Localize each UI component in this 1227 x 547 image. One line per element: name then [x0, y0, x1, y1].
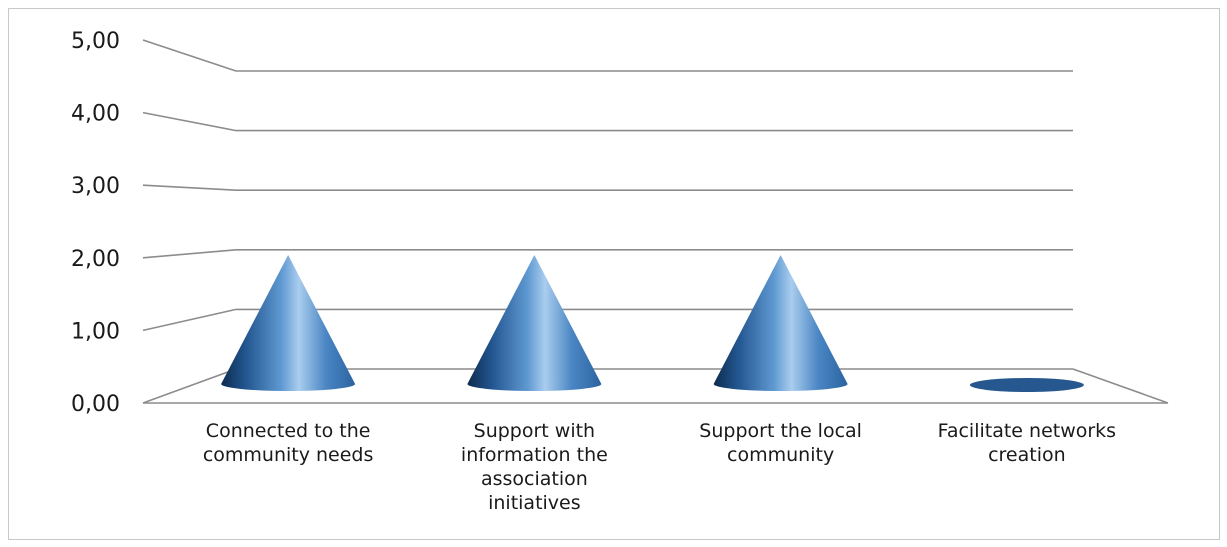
y-tick-label: 3,00: [71, 174, 120, 199]
gridline-wall-1: [142, 308, 237, 332]
x-category-label: Support the local community: [699, 420, 862, 466]
cone-bar: [221, 255, 356, 392]
x-category-label-line: community: [727, 444, 834, 466]
x-category-label-line: Support the local: [699, 420, 862, 442]
x-category-label: Facilitate networks creation: [938, 420, 1116, 466]
cone-bar: [467, 255, 602, 392]
x-category-label-line: Connected to the: [206, 420, 371, 442]
y-axis-tick-labels: 0,00 1,00 2,00 3,00 4,00 5,00: [71, 29, 120, 417]
gridline-wall-3: [142, 184, 237, 191]
gridline-wall-0: [142, 368, 237, 404]
x-category-label-line: information the: [461, 444, 608, 466]
x-category-label: Connected to the community needs: [203, 420, 374, 466]
x-category-label-line: association: [481, 468, 588, 490]
cone-bar: [969, 378, 1084, 392]
cone-bar: [713, 255, 848, 392]
chart-frame: [8, 8, 1220, 540]
x-category-label: Support with information the association in…: [461, 420, 608, 514]
x-category-label-line: creation: [988, 444, 1066, 466]
gridline-wall-4: [142, 111, 237, 132]
gridlines: [142, 39, 1169, 404]
y-tick-label: 4,00: [71, 102, 120, 127]
cones: [221, 255, 1084, 392]
floor-right-edge: [1072, 368, 1169, 404]
x-category-label-line: initiatives: [488, 492, 581, 514]
x-category-label-line: Support with: [474, 420, 595, 442]
gridline-wall-2: [142, 249, 237, 259]
x-category-label-line: community needs: [203, 444, 374, 466]
y-tick-label: 2,00: [71, 247, 120, 272]
gridline-wall-5: [142, 39, 237, 72]
y-tick-label: 0,00: [71, 392, 120, 417]
y-tick-label: 1,00: [71, 319, 120, 344]
y-tick-label: 5,00: [71, 29, 120, 54]
x-category-label-line: Facilitate networks: [938, 420, 1116, 442]
x-axis-category-labels: Connected to the community needs Support w…: [203, 420, 1116, 514]
